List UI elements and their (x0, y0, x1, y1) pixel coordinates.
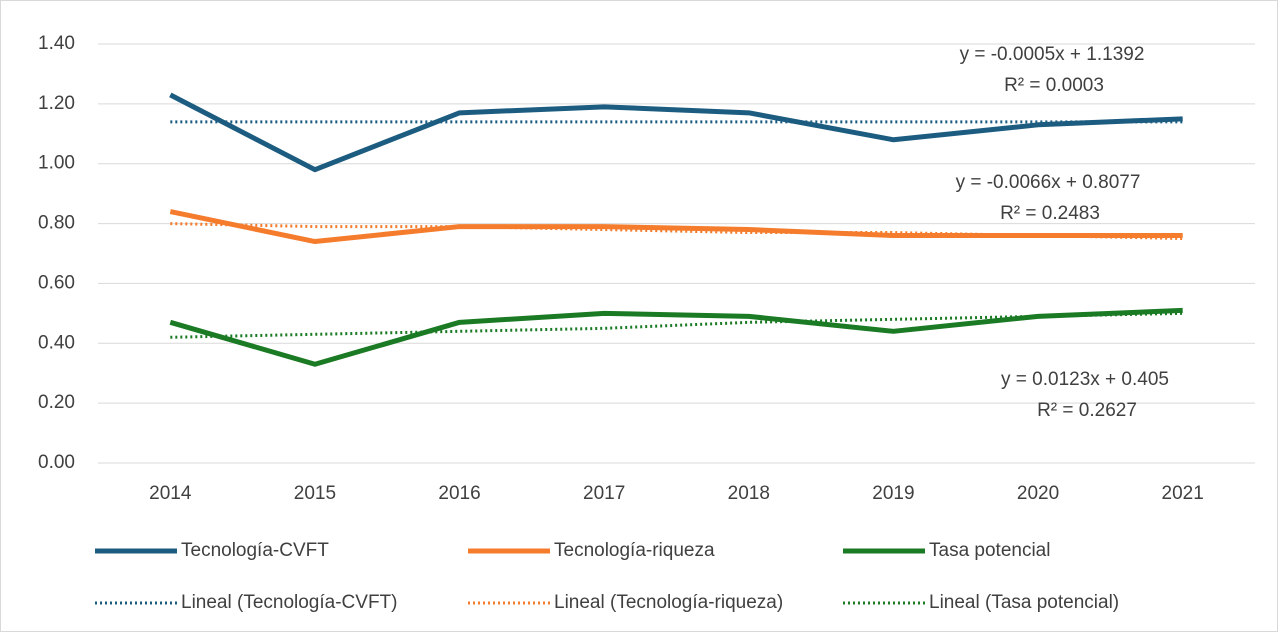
annotation: R² = 0.0003 (1004, 75, 1104, 96)
legend-label: Lineal (Tecnología-riqueza) (554, 592, 783, 613)
x-tick-label: 2019 (872, 483, 914, 504)
annotation: y = -0.0066x + 0.8077 (956, 172, 1141, 193)
x-tick-label: 2018 (728, 483, 770, 504)
series-line (169, 209, 1183, 245)
y-tick-label: 0.00 (38, 452, 75, 473)
legend-label: Tecnología-riqueza (554, 540, 715, 561)
y-tick-label: 0.40 (38, 332, 75, 353)
x-tick-label: 2017 (583, 483, 625, 504)
y-tick-label: 0.60 (38, 272, 75, 293)
legend-label: Tecnología-CVFT (181, 540, 329, 561)
series-line (169, 307, 1183, 367)
y-tick-label: 0.20 (38, 392, 75, 413)
series-line (169, 92, 1183, 173)
legend-label: Tasa potencial (929, 540, 1050, 561)
annotation: R² = 0.2483 (1000, 203, 1100, 224)
annotation: R² = 0.2627 (1037, 400, 1137, 421)
trend-line (170, 222, 1183, 241)
legend-label: Lineal (Tecnología-CVFT) (181, 592, 397, 613)
x-tick-label: 2016 (438, 483, 480, 504)
legend-label: Lineal (Tasa potencial) (929, 592, 1119, 613)
y-tick-label: 1.00 (38, 153, 75, 174)
x-tick-label: 2014 (149, 483, 192, 504)
x-tick-label: 2021 (1162, 483, 1204, 504)
y-tick-label: 1.40 (38, 33, 75, 54)
annotation: y = -0.0005x + 1.1392 (960, 44, 1145, 65)
y-tick-label: 0.80 (38, 213, 75, 234)
x-tick-label: 2015 (294, 483, 336, 504)
trend-line (170, 311, 1183, 339)
annotation: y = 0.0123x + 0.405 (1001, 369, 1169, 390)
y-tick-label: 1.20 (38, 93, 75, 114)
x-tick-label: 2020 (1017, 483, 1059, 504)
